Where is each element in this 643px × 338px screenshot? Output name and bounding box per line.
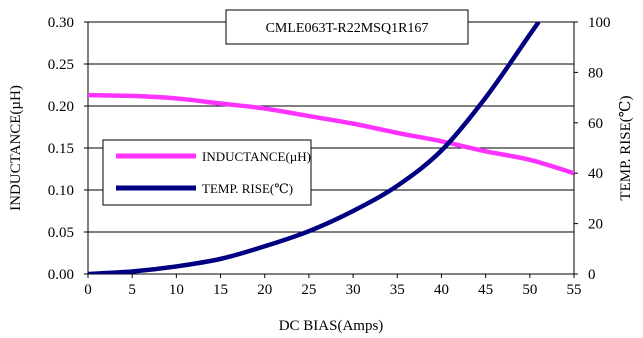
y-right-tick-label: 20 — [588, 217, 603, 233]
legend-label-temp-rise: TEMP. RISE(℃) — [202, 181, 293, 196]
y-axis-left-label: INDUCTANCE(µH) — [8, 85, 24, 211]
x-tick-label: 35 — [390, 282, 405, 298]
x-tick-label: 45 — [478, 282, 493, 298]
x-tick-label: 5 — [128, 282, 136, 298]
y-right-tick-label: 80 — [588, 65, 603, 81]
y-right-tick-label: 0 — [588, 267, 596, 283]
series-line-temp-rise — [88, 22, 541, 274]
series-line-inductance — [88, 92, 574, 176]
y-left-tick-label: 0.05 — [48, 225, 74, 241]
x-tick-label: 20 — [257, 282, 272, 298]
y-left-tick-label: 0.10 — [48, 183, 74, 199]
y-right-tick-label: 40 — [588, 166, 603, 182]
x-tick-label: 55 — [567, 282, 582, 298]
legend-frame — [102, 139, 312, 206]
x-tick-label: 30 — [346, 282, 361, 298]
chart-title: CMLE063T-R22MSQ1R167 — [266, 21, 429, 36]
x-tick-label: 40 — [434, 282, 449, 298]
y-right-tick-label: 100 — [588, 15, 611, 31]
x-tick-label: 15 — [213, 282, 228, 298]
x-tick-label: 10 — [169, 282, 184, 298]
y-left-tick-label: 0.25 — [48, 57, 74, 73]
y-left-tick-label: 0.15 — [48, 141, 74, 157]
series-layer — [88, 22, 574, 274]
chart-title-frame — [225, 9, 469, 45]
chart-title-box: CMLE063T-R22MSQ1R167 — [225, 9, 469, 45]
legend-label-inductance: INDUCTANCE(µH) — [202, 149, 311, 164]
x-axis-label: DC BIAS(Amps) — [279, 318, 384, 334]
x-tick-label: 50 — [522, 282, 537, 298]
y-axis-right-label: TEMP. RISE(℃) — [618, 95, 634, 200]
y-right-tick-label: 60 — [588, 116, 603, 132]
legend: INDUCTANCE(µH) TEMP. RISE(℃) — [102, 139, 312, 206]
x-tick-label: 0 — [84, 282, 92, 298]
y-left-tick-label: 0.00 — [48, 267, 74, 283]
tick-labels: 0 5 10 15 20 25 30 35 40 45 50 55 0.00 0.05 0.10 0.15 0.… — [48, 15, 611, 298]
x-tick-label: 25 — [301, 282, 316, 298]
y-left-tick-label: 0.30 — [48, 15, 74, 31]
y-left-tick-label: 0.20 — [48, 99, 74, 115]
